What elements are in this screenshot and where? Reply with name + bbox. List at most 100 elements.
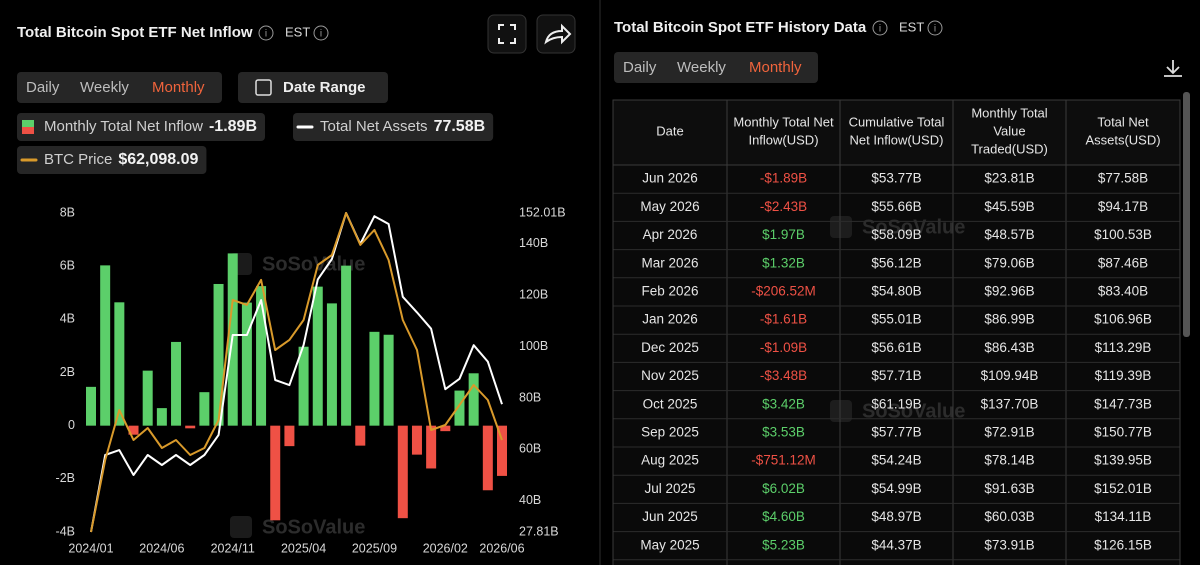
info-icon[interactable] <box>872 20 888 36</box>
line <box>90 212 503 533</box>
y2-tick-label: 152.01B <box>519 205 566 219</box>
x-tick-label: 2024/11 <box>211 541 255 555</box>
tab[interactable]: Daily <box>623 59 657 76</box>
legend-chip[interactable] <box>17 113 265 141</box>
table-header-bg <box>612 99 1181 166</box>
legend-label: Monthly Total Net Inflow <box>44 118 203 135</box>
table-cell: $79.06B <box>984 255 1034 270</box>
tab[interactable]: Weekly <box>677 59 726 76</box>
table-cell: $6.02B <box>762 481 805 496</box>
table-cell: $45.59B <box>984 199 1034 214</box>
y-tick-label: -4B <box>56 524 75 538</box>
column-header: Cumulative Total Net Inflow(USD) <box>849 115 945 148</box>
table-cell: -$2.43B <box>760 199 807 214</box>
chart-title: Total Bitcoin Spot ETF Net Inflow <box>17 24 253 41</box>
scrollbar[interactable] <box>1183 92 1190 337</box>
bar <box>256 286 267 426</box>
table-cell: $48.57B <box>984 227 1034 242</box>
share-icon <box>544 23 572 45</box>
bar <box>482 425 493 491</box>
watermark: SoSoValue <box>262 516 365 538</box>
y2-tick-label: 140B <box>519 236 548 250</box>
tab[interactable]: Monthly <box>152 79 205 96</box>
table-cell: $5.23B <box>762 537 805 552</box>
bar <box>171 341 182 426</box>
x-tick-label: 2025/04 <box>281 541 326 555</box>
bar <box>86 386 96 426</box>
table-cell: $139.95B <box>1094 453 1152 468</box>
date-range-label: Date Range <box>283 79 366 96</box>
info-icon[interactable] <box>927 20 943 36</box>
table-cell: $91.63B <box>984 481 1034 496</box>
y2-tick-label: 120B <box>519 288 548 302</box>
table-cell: $4.60B <box>762 509 805 524</box>
date-range-button[interactable] <box>238 72 388 103</box>
table-cell: $72.91B <box>984 424 1034 439</box>
fullscreen-icon <box>498 24 516 44</box>
table-background <box>613 100 1180 565</box>
x-tick-label: 2025/09 <box>352 541 397 555</box>
bar <box>270 425 281 521</box>
table-cell: Apr 2026 <box>643 227 698 242</box>
table-cell: -$1.09B <box>760 340 807 355</box>
table-cell: $56.12B <box>871 255 921 270</box>
table-cell: Nov 2025 <box>641 368 699 383</box>
bar <box>397 425 408 519</box>
legend-chip[interactable] <box>293 113 494 141</box>
table-cell: -$751.12M <box>751 453 816 468</box>
y2-tick-label: 100B <box>519 339 548 353</box>
table-cell: $119.39B <box>1095 368 1152 383</box>
table-cell: Jun 2025 <box>642 509 698 524</box>
bar <box>312 286 323 426</box>
table-cell: $134.11B <box>1095 509 1152 524</box>
table-cell: $109.94B <box>981 368 1039 383</box>
legend-chip[interactable] <box>17 146 207 174</box>
table-cell: -$1.61B <box>760 312 807 327</box>
table-cell: -$1.89B <box>760 171 807 186</box>
fullscreen-button[interactable] <box>487 14 527 54</box>
column-header: Total Net Assets(USD) <box>1085 115 1160 148</box>
table-cell: May 2025 <box>640 537 699 552</box>
table-cell: $86.99B <box>984 312 1034 327</box>
y-tick-label: 8B <box>60 205 75 219</box>
tab[interactable]: Monthly <box>749 59 802 76</box>
legend-label: Total Net Assets <box>320 118 428 135</box>
x-tick-label: 2024/06 <box>139 541 184 555</box>
bar <box>100 265 111 426</box>
legend-value: $62,098.09 <box>118 151 198 168</box>
legend-value: -1.89B <box>209 118 257 135</box>
table-cell: $1.32B <box>762 255 805 270</box>
bar <box>426 425 437 469</box>
table-cell: $152.01B <box>1094 481 1152 496</box>
share-button[interactable] <box>536 14 576 54</box>
info-icon[interactable] <box>313 25 329 41</box>
legend-swatch <box>22 120 34 127</box>
tab[interactable]: Daily <box>26 79 60 96</box>
bar <box>213 283 224 426</box>
bar <box>185 425 196 429</box>
table-cell: $23.81B <box>984 171 1034 186</box>
table-cell: Feb 2026 <box>641 283 698 298</box>
bar <box>468 373 479 426</box>
table-cell: May 2026 <box>640 199 699 214</box>
download-icon[interactable] <box>1164 60 1182 77</box>
bar <box>383 334 394 426</box>
tab[interactable]: Weekly <box>80 79 129 96</box>
tab-group <box>614 52 818 83</box>
y-tick-label: 6B <box>60 258 75 272</box>
y-tick-label: -2B <box>56 471 75 485</box>
y2-tick-label: 60B <box>519 442 541 456</box>
table-cell: $83.40B <box>1098 283 1148 298</box>
table-cell: Jun 2026 <box>642 171 698 186</box>
x-tick-label: 2026/02 <box>423 541 468 555</box>
table-cell: $113.29B <box>1095 340 1152 355</box>
table-cell: $58.09B <box>871 227 921 242</box>
watermark-logo <box>830 216 852 238</box>
table-cell: $55.66B <box>871 199 921 214</box>
bar <box>440 425 451 432</box>
info-icon[interactable] <box>258 25 274 41</box>
watermark: SoSoValue <box>262 253 365 275</box>
column-header: Monthly Total Net Inflow(USD) <box>733 115 834 148</box>
legend-value: 77.58B <box>434 118 486 135</box>
